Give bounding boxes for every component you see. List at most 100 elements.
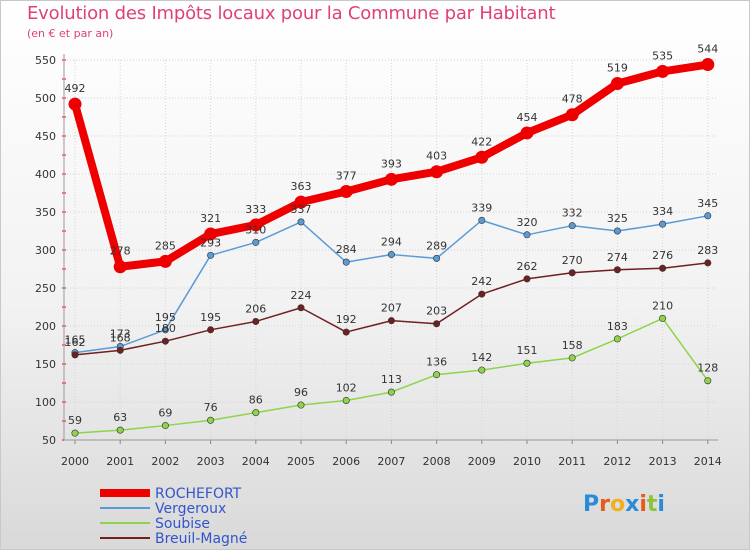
data-point bbox=[610, 77, 624, 91]
data-point bbox=[659, 264, 667, 272]
data-label: 69 bbox=[158, 407, 172, 420]
data-point bbox=[387, 388, 395, 396]
x-tick-label: 2002 bbox=[151, 455, 179, 468]
data-point bbox=[430, 165, 444, 179]
x-tick-label: 2000 bbox=[61, 455, 89, 468]
data-point bbox=[433, 254, 441, 262]
data-label: 102 bbox=[336, 381, 357, 394]
data-label: 128 bbox=[697, 362, 718, 375]
data-label: 142 bbox=[471, 351, 492, 364]
data-label: 113 bbox=[381, 373, 402, 386]
legend-label: Breuil-Magné bbox=[155, 531, 247, 547]
data-label: 294 bbox=[381, 236, 402, 249]
data-label: 59 bbox=[68, 414, 82, 427]
y-tick-label: 500 bbox=[35, 92, 56, 105]
data-point bbox=[523, 275, 531, 283]
y-tick-label: 200 bbox=[35, 320, 56, 333]
data-point bbox=[387, 251, 395, 259]
data-point bbox=[71, 351, 79, 359]
data-label: 478 bbox=[562, 93, 583, 106]
data-point bbox=[207, 251, 215, 259]
data-label: 333 bbox=[245, 203, 266, 216]
data-label: 535 bbox=[652, 49, 673, 62]
x-tick-label: 2011 bbox=[558, 455, 586, 468]
data-point bbox=[342, 396, 350, 404]
legend-label: Vergeroux bbox=[155, 501, 226, 517]
chart-title: Evolution des Impôts locaux pour la Comm… bbox=[27, 3, 556, 24]
data-point bbox=[161, 326, 169, 334]
data-label: 270 bbox=[562, 254, 583, 267]
data-point bbox=[565, 108, 579, 122]
y-tick-label: 350 bbox=[35, 206, 56, 219]
series-layer bbox=[68, 58, 715, 437]
x-tick-label: 2014 bbox=[694, 455, 722, 468]
x-tick-label: 2013 bbox=[649, 455, 677, 468]
data-label: 325 bbox=[607, 212, 628, 225]
x-tick-label: 2012 bbox=[603, 455, 631, 468]
data-label: 377 bbox=[336, 169, 357, 182]
data-label: 210 bbox=[652, 299, 673, 312]
data-label: 310 bbox=[245, 223, 266, 236]
data-point bbox=[297, 401, 305, 409]
data-label: 168 bbox=[110, 331, 131, 344]
data-point bbox=[704, 212, 712, 220]
chart-subtitle: (en € et par an) bbox=[27, 27, 114, 40]
data-label: 278 bbox=[110, 245, 131, 258]
data-label: 293 bbox=[200, 236, 221, 249]
data-label: 283 bbox=[697, 244, 718, 257]
data-label: 393 bbox=[381, 157, 402, 170]
data-point bbox=[339, 184, 353, 198]
data-point bbox=[116, 426, 124, 434]
axis-layer: 50 100 150 200 250 300 350 400 450 500 550 2000 2001… bbox=[35, 54, 722, 468]
data-label: 162 bbox=[65, 336, 86, 349]
data-label: 363 bbox=[291, 180, 312, 193]
data-label-layer: 165 173 195 293 310 337 284 294 289 339 320 332 325 3… bbox=[65, 43, 719, 428]
data-label: 334 bbox=[652, 205, 673, 218]
data-point bbox=[71, 429, 79, 437]
data-point bbox=[478, 216, 486, 224]
data-label: 192 bbox=[336, 313, 357, 326]
data-point bbox=[252, 238, 260, 246]
proxiti-logo: Proxiti bbox=[583, 492, 665, 517]
data-label: 195 bbox=[200, 311, 221, 324]
y-tick-label: 250 bbox=[35, 282, 56, 295]
data-label: 519 bbox=[607, 62, 628, 75]
x-tick-label: 2006 bbox=[332, 455, 360, 468]
data-point bbox=[252, 317, 260, 325]
data-label: 492 bbox=[65, 82, 86, 95]
data-label: 206 bbox=[245, 302, 266, 315]
data-label: 274 bbox=[607, 251, 628, 264]
data-point bbox=[297, 218, 305, 226]
data-point bbox=[520, 126, 534, 140]
y-tick-label: 550 bbox=[35, 54, 56, 67]
data-label: 320 bbox=[517, 216, 538, 229]
x-tick-label: 2007 bbox=[377, 455, 405, 468]
grid-layer bbox=[64, 59, 718, 441]
data-point bbox=[433, 320, 441, 328]
data-point bbox=[523, 231, 531, 239]
data-label: 321 bbox=[200, 212, 221, 225]
data-point bbox=[478, 290, 486, 298]
data-point bbox=[342, 328, 350, 336]
x-tick-label: 2010 bbox=[513, 455, 541, 468]
data-label: 165 bbox=[65, 334, 86, 347]
data-point bbox=[116, 346, 124, 354]
data-label: 403 bbox=[426, 150, 447, 163]
data-label: 276 bbox=[652, 249, 673, 262]
data-point bbox=[113, 260, 127, 274]
data-label: 207 bbox=[381, 302, 402, 315]
data-point bbox=[659, 314, 667, 322]
y-tick-label: 100 bbox=[35, 396, 56, 409]
y-tick-label: 450 bbox=[35, 130, 56, 143]
data-label: 86 bbox=[249, 394, 263, 407]
data-label: 345 bbox=[697, 197, 718, 210]
data-label: 195 bbox=[155, 311, 176, 324]
data-point bbox=[568, 269, 576, 277]
x-tick-label: 2004 bbox=[242, 455, 270, 468]
data-label: 289 bbox=[426, 239, 447, 252]
data-label: 63 bbox=[113, 411, 127, 424]
x-tick-label: 2001 bbox=[106, 455, 134, 468]
data-label: 262 bbox=[517, 260, 538, 273]
data-label: 180 bbox=[155, 322, 176, 335]
